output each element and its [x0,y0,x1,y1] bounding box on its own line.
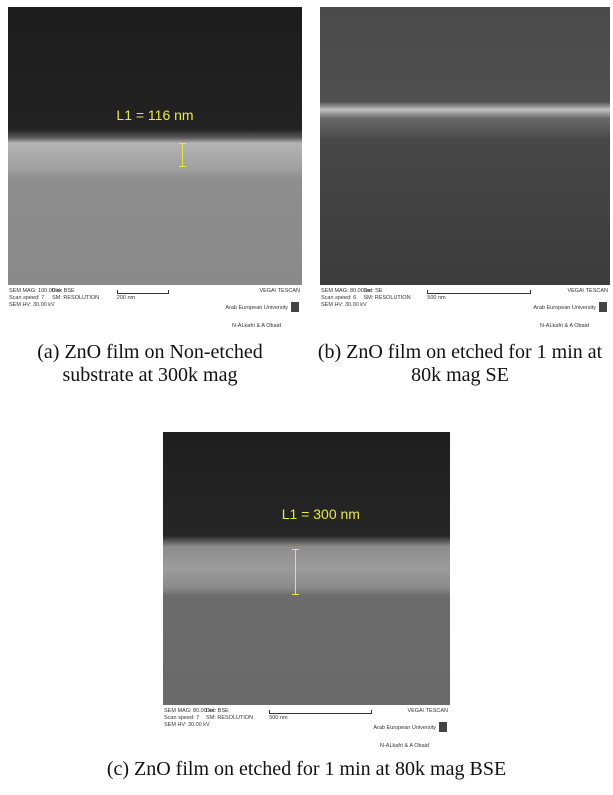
scale-bar [117,290,169,294]
measurement-label: L1 = 300 nm [282,506,360,522]
info-university: Arab European University [373,725,436,731]
info-mode: SM: RESOLUTION [52,295,99,301]
info-scale: 200 nm [117,295,135,301]
info-brand: VEGA\ TESCAN [407,708,448,714]
info-mode: SM: RESOLUTION [206,715,253,721]
credit: N-ALkafri & A Obaid [380,743,429,749]
info-det: Det: BSE [52,288,75,294]
sem-image [320,7,610,285]
info-det: Det: SE [364,288,383,294]
info-university: Arab European University [225,305,288,311]
measurement-bar [179,143,186,167]
info-hv: SEM HV: 30.00 kV [164,722,210,728]
info-mode: SM: RESOLUTION [364,295,411,301]
info-brand: VEGA\ TESCAN [259,288,300,294]
info-university: Arab European University [533,305,596,311]
info-brand: VEGA\ TESCAN [567,288,608,294]
info-speed: Scan speed: 6 [321,295,356,301]
caption: (a) ZnO film on Non-etched substrate at … [0,341,300,387]
info-hv: SEM HV: 30.00 kV [321,302,367,308]
caption: (b) ZnO film on etched for 1 min at 80k … [315,341,605,387]
measurement-bar [292,549,299,595]
info-speed: Scan speed: 7 [164,715,199,721]
sem-image: L1 = 116 nm [8,7,302,285]
info-scale: 500 nm [427,295,445,301]
info-scale: 500 nm [269,715,287,721]
scale-bar [427,290,531,294]
figure: L1 = 116 nm SEM MAG: 100.00 kxScan speed:… [0,0,613,795]
info-det: Det: BSE [206,708,229,714]
logo [291,302,299,312]
credit: N-ALkafri & A Obaid [540,323,589,329]
sem-image: L1 = 300 nm [163,432,450,705]
credit: N-ALkafri & A Obaid [232,323,281,329]
logo [439,722,447,732]
info-hv: SEM HV: 30.00 kV [9,302,55,308]
measurement-label: L1 = 116 nm [116,107,193,123]
logo [599,302,607,312]
info-speed: Scan speed: 7 [9,295,44,301]
caption: (c) ZnO film on etched for 1 min at 80k … [0,758,613,781]
scale-bar [269,710,371,714]
